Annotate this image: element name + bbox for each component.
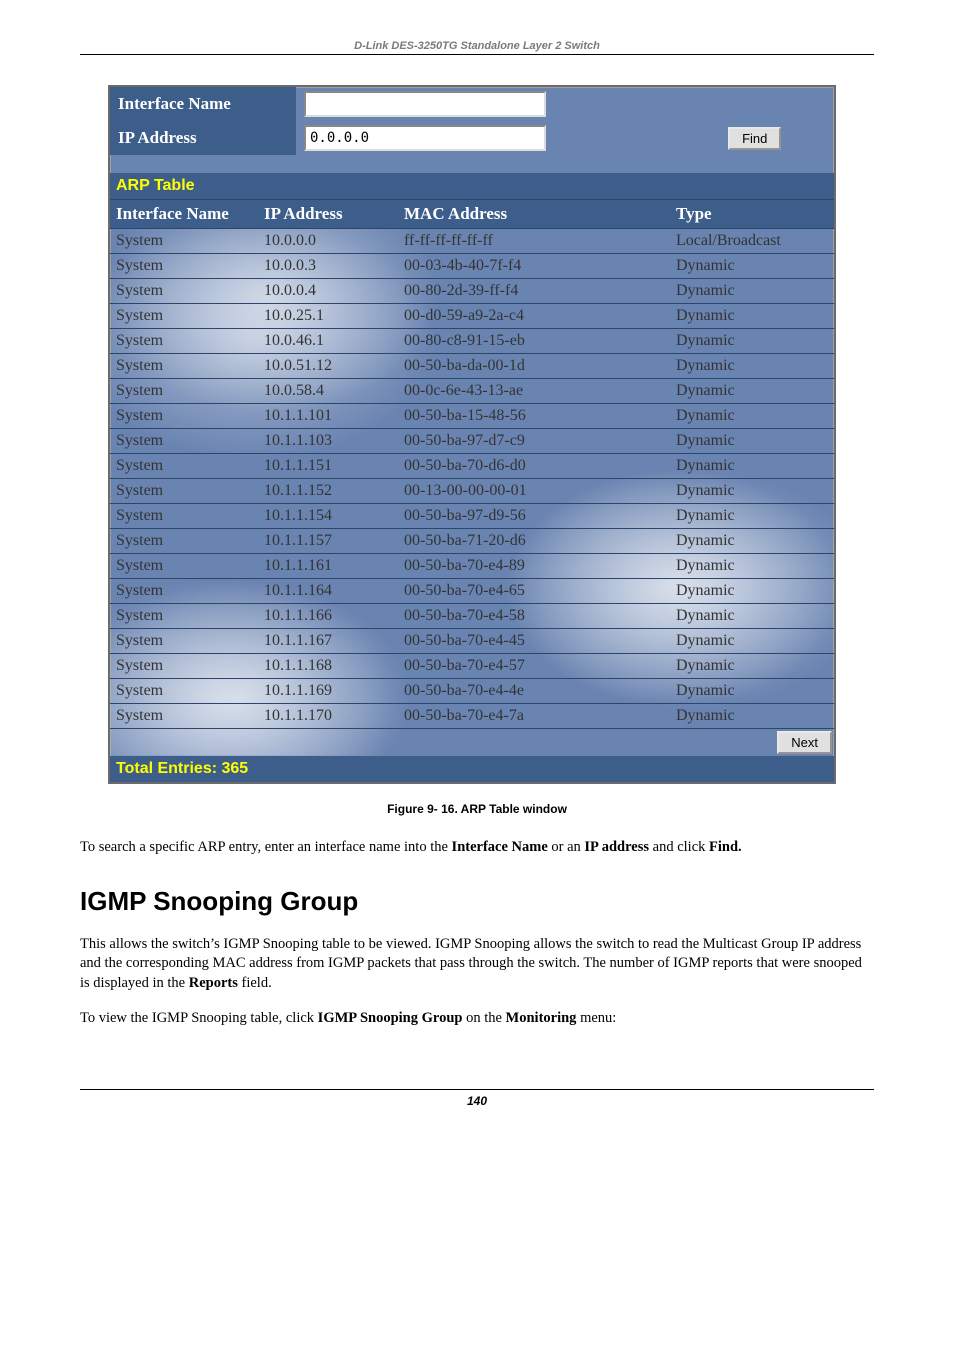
arp-col-0: Interface Name [110, 200, 258, 229]
table-row: System10.1.1.16400-50-ba-70-e4-65Dynamic [110, 579, 834, 604]
table-row: System10.0.0.400-80-2d-39-ff-f4Dynamic [110, 279, 834, 304]
table-row: System10.1.1.15100-50-ba-70-d6-d0Dynamic [110, 454, 834, 479]
interface-name-input[interactable] [304, 91, 546, 117]
doc-header: D-Link DES-3250TG Standalone Layer 2 Swi… [80, 40, 874, 52]
figure-caption: Figure 9- 16. ARP Table window [80, 802, 874, 816]
table-row: System10.1.1.16800-50-ba-70-e4-57Dynamic [110, 654, 834, 679]
table-row: System10.0.25.100-d0-59-a9-2a-c4Dynamic [110, 304, 834, 329]
interface-name-label: Interface Name [110, 87, 296, 121]
table-row: System10.1.1.16700-50-ba-70-e4-45Dynamic [110, 629, 834, 654]
table-row: System10.1.1.10300-50-ba-97-d7-c9Dynamic [110, 429, 834, 454]
table-row: System10.1.1.16100-50-ba-70-e4-89Dynamic [110, 554, 834, 579]
arp-col-2: MAC Address [398, 200, 670, 229]
table-row: System10.0.58.400-0c-6e-43-13-aeDynamic [110, 379, 834, 404]
igmp-para-2: To view the IGMP Snooping table, click I… [80, 1009, 874, 1029]
table-row: System10.1.1.10100-50-ba-15-48-56Dynamic [110, 404, 834, 429]
arp-section-title: ARP Table [110, 173, 834, 199]
table-row: System10.1.1.16600-50-ba-70-e4-58Dynamic [110, 604, 834, 629]
arp-col-1: IP Address [258, 200, 398, 229]
arp-col-3: Type [670, 200, 834, 229]
igmp-heading: IGMP Snooping Group [80, 886, 874, 917]
page-number: 140 [80, 1089, 874, 1108]
next-button[interactable]: Next [777, 731, 832, 754]
total-entries: Total Entries: 365 [110, 756, 834, 782]
table-row: System10.1.1.15200-13-00-00-00-01Dynamic [110, 479, 834, 504]
ip-address-input[interactable] [304, 125, 546, 151]
table-row: System10.1.1.15700-50-ba-71-20-d6Dynamic [110, 529, 834, 554]
igmp-para-1: This allows the switch’s IGMP Snooping t… [80, 935, 874, 994]
table-row: System10.1.1.16900-50-ba-70-e4-4eDynamic [110, 679, 834, 704]
table-row: System10.0.51.1200-50-ba-da-00-1dDynamic [110, 354, 834, 379]
arp-panel: Interface Name IP Address Find ARP Table [108, 85, 836, 784]
search-instruction: To search a specific ARP entry, enter an… [80, 838, 874, 858]
table-row: System10.0.0.300-03-4b-40-7f-f4Dynamic [110, 254, 834, 279]
find-button[interactable]: Find [728, 127, 781, 150]
table-row: System10.1.1.17000-50-ba-70-e4-7aDynamic [110, 704, 834, 729]
table-row: System10.1.1.15400-50-ba-97-d9-56Dynamic [110, 504, 834, 529]
table-row: System10.0.0.0ff-ff-ff-ff-ff-ffLocal/Bro… [110, 229, 834, 254]
table-row: System10.0.46.100-80-c8-91-15-ebDynamic [110, 329, 834, 354]
arp-table: Interface NameIP AddressMAC AddressType … [110, 199, 834, 756]
ip-address-label: IP Address [110, 121, 296, 155]
